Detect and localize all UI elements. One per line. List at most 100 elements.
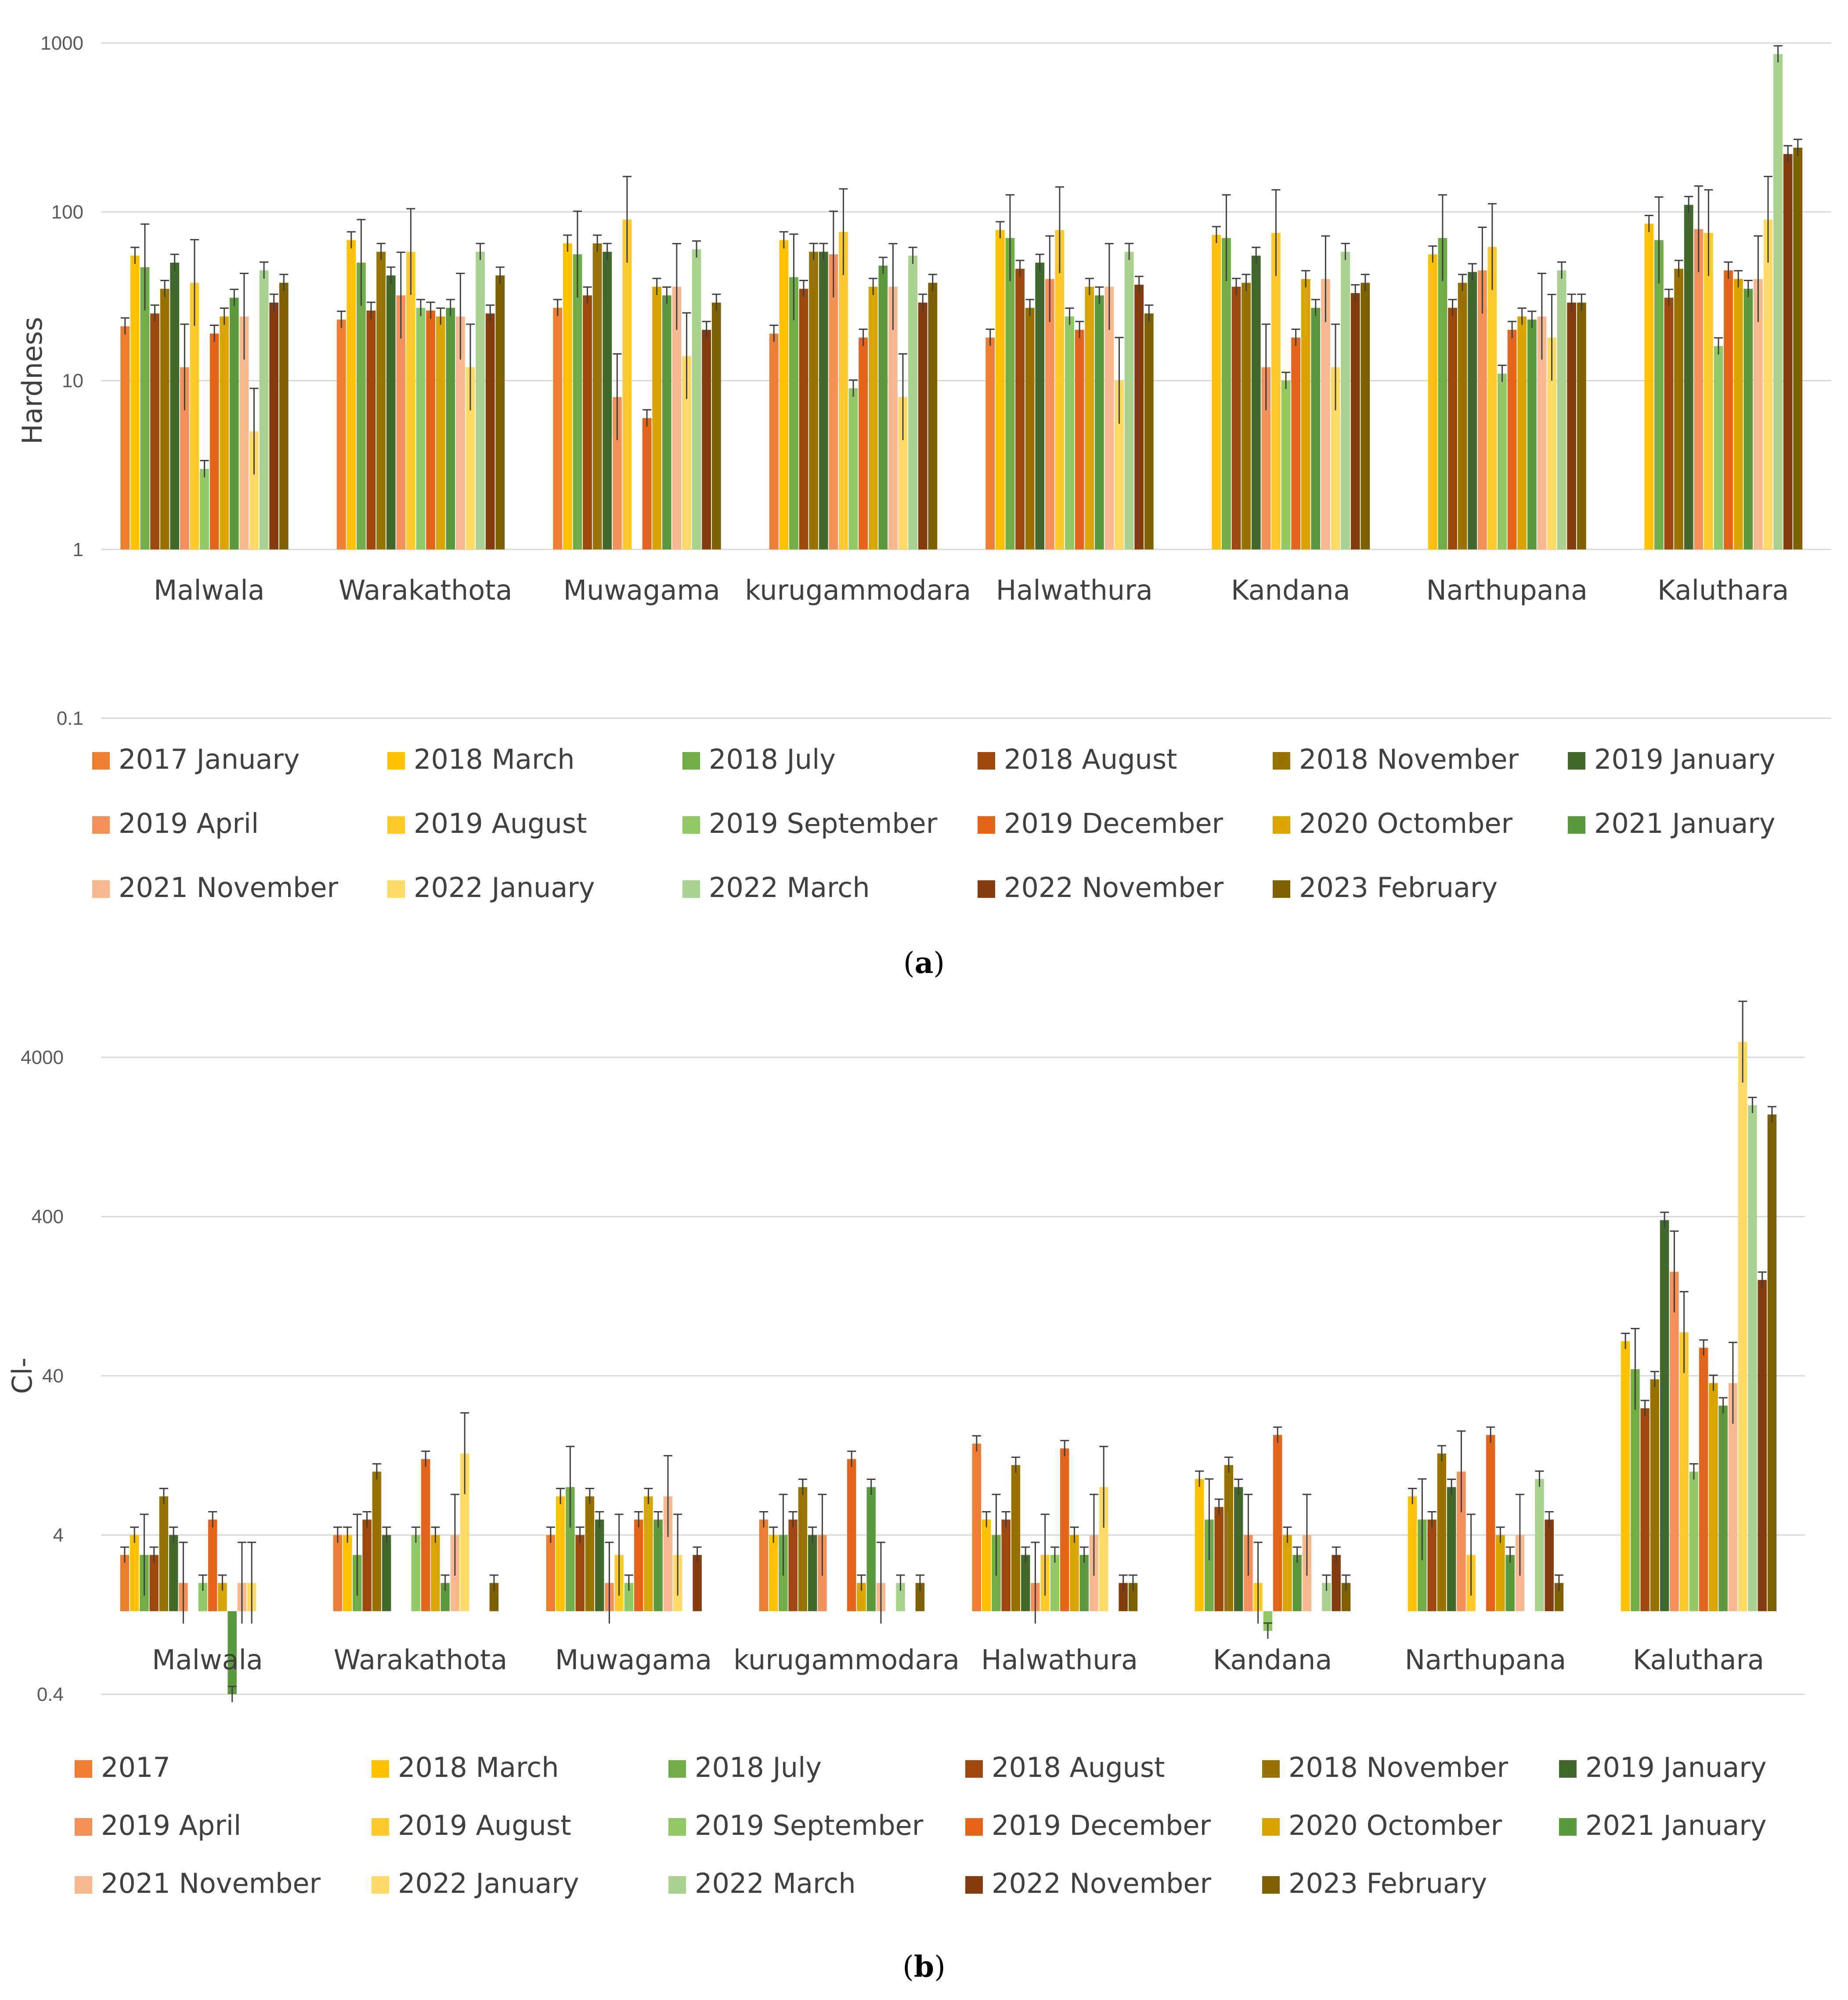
legend-swatch	[92, 816, 110, 834]
bar	[566, 1487, 575, 1611]
bar	[1291, 337, 1300, 550]
bar	[642, 418, 652, 550]
legend-label: 2022 March	[709, 872, 870, 904]
bar	[1261, 367, 1271, 550]
bar	[1631, 1369, 1640, 1611]
bar	[372, 1472, 382, 1611]
bar	[982, 1519, 991, 1611]
bar	[200, 469, 209, 550]
legend-swatch	[682, 752, 700, 770]
bar	[1753, 279, 1763, 550]
bar	[1505, 1555, 1515, 1611]
bar	[1674, 268, 1684, 550]
bar	[1793, 148, 1803, 550]
bar	[140, 267, 150, 550]
legend-swatch	[668, 1876, 686, 1894]
bar	[556, 1496, 565, 1611]
legend-label: 2017	[101, 1751, 170, 1783]
bar	[779, 240, 789, 550]
bar	[798, 1487, 808, 1611]
legend-swatch	[1568, 752, 1585, 770]
bar	[362, 1519, 372, 1611]
bar	[1486, 1435, 1495, 1611]
legend-label: 2019 August	[414, 807, 587, 839]
bar	[1709, 1383, 1718, 1611]
category-label: Kandana	[1231, 574, 1350, 606]
bar	[1437, 1453, 1447, 1611]
legend-swatch	[965, 1818, 983, 1836]
bar	[386, 275, 396, 550]
bar	[595, 1519, 604, 1611]
legend-swatch	[75, 1760, 92, 1778]
bar	[711, 302, 721, 550]
bar	[1447, 1487, 1456, 1611]
bar	[1070, 1535, 1079, 1611]
bar	[343, 1535, 352, 1611]
bar	[972, 1443, 982, 1611]
bar	[1694, 229, 1704, 550]
legend-swatch	[978, 752, 995, 770]
bar	[1242, 282, 1251, 550]
bar	[1322, 1583, 1331, 1611]
bar	[585, 1496, 595, 1611]
bar	[809, 252, 819, 550]
legend-label: 2018 August	[992, 1751, 1165, 1783]
bar	[169, 1535, 178, 1611]
bar	[1684, 205, 1693, 550]
bar	[653, 1519, 663, 1611]
bar	[702, 329, 711, 550]
bar	[1621, 1341, 1630, 1611]
bar	[1554, 1583, 1564, 1611]
legend-label: 2020 Octomber	[1299, 807, 1513, 839]
bar	[1350, 293, 1360, 550]
legend-swatch	[1262, 1760, 1280, 1778]
bar	[1025, 307, 1035, 550]
legend-label: 2019 January	[1585, 1751, 1767, 1783]
bar	[896, 1583, 905, 1611]
bar	[1085, 286, 1094, 550]
bar	[130, 1535, 139, 1611]
bar	[1718, 1405, 1728, 1611]
bar	[663, 1496, 673, 1611]
legend-swatch	[1559, 1760, 1577, 1778]
legend-label: 2018 November	[1299, 743, 1519, 775]
bar	[652, 286, 662, 550]
bar	[829, 254, 838, 550]
bar	[333, 1535, 343, 1611]
bar	[1670, 1272, 1679, 1611]
bar	[1065, 316, 1074, 550]
legend-swatch	[978, 816, 995, 834]
category-label: Narthupana	[1426, 574, 1588, 606]
legend-swatch	[372, 1760, 389, 1778]
bar	[644, 1496, 653, 1611]
bar	[1748, 1105, 1757, 1611]
bar	[1738, 1042, 1747, 1611]
bar	[592, 243, 602, 550]
bar	[1547, 337, 1556, 550]
bar	[1283, 1535, 1292, 1611]
bar	[672, 286, 682, 550]
bar	[376, 252, 386, 550]
legend-label: 2019 December	[992, 1809, 1211, 1841]
bar	[1119, 1583, 1128, 1611]
category-label: Warakathota	[334, 1644, 507, 1676]
legend-label: 2021 January	[1585, 1809, 1767, 1841]
bar	[1234, 1487, 1243, 1611]
bar	[553, 307, 563, 550]
legend-label: 2018 March	[398, 1751, 559, 1783]
bar	[190, 282, 199, 550]
category-label: Malwala	[154, 574, 265, 606]
bar	[1487, 247, 1497, 550]
bar	[239, 316, 249, 550]
bar	[1577, 302, 1586, 550]
bar	[1527, 319, 1537, 550]
bar	[857, 1583, 866, 1611]
bar	[436, 316, 445, 550]
bar	[1005, 238, 1015, 550]
y-tick-label: 4000	[21, 1047, 64, 1068]
category-label: Halwathura	[981, 1644, 1138, 1676]
legend-swatch	[1273, 752, 1290, 770]
bar	[1099, 1487, 1108, 1611]
bar	[1783, 154, 1793, 550]
bar	[1311, 307, 1321, 550]
